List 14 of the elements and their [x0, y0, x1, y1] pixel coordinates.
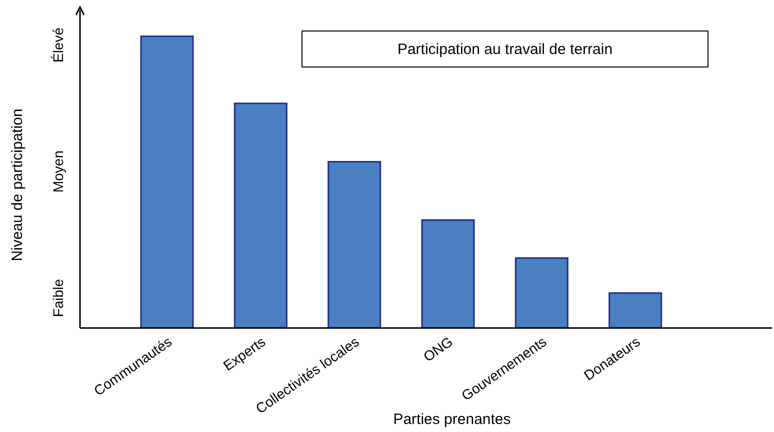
- x-axis-title: Parties prenantes: [393, 411, 511, 428]
- bar: [608, 292, 662, 328]
- text: Faible: [50, 278, 66, 318]
- bar: [140, 36, 194, 328]
- bar: [514, 257, 568, 328]
- text: Élevé: [50, 27, 66, 63]
- title-box: Participation au travail de terrain: [302, 30, 708, 68]
- bar: [421, 219, 475, 328]
- chart-title: Participation au travail de terrain: [397, 41, 613, 58]
- bar: [328, 160, 382, 328]
- x-tick-label: ONG: [420, 333, 456, 365]
- bar: [234, 102, 288, 328]
- text: Moyen: [50, 150, 66, 193]
- y-axis-title: Niveau de participation: [9, 108, 26, 262]
